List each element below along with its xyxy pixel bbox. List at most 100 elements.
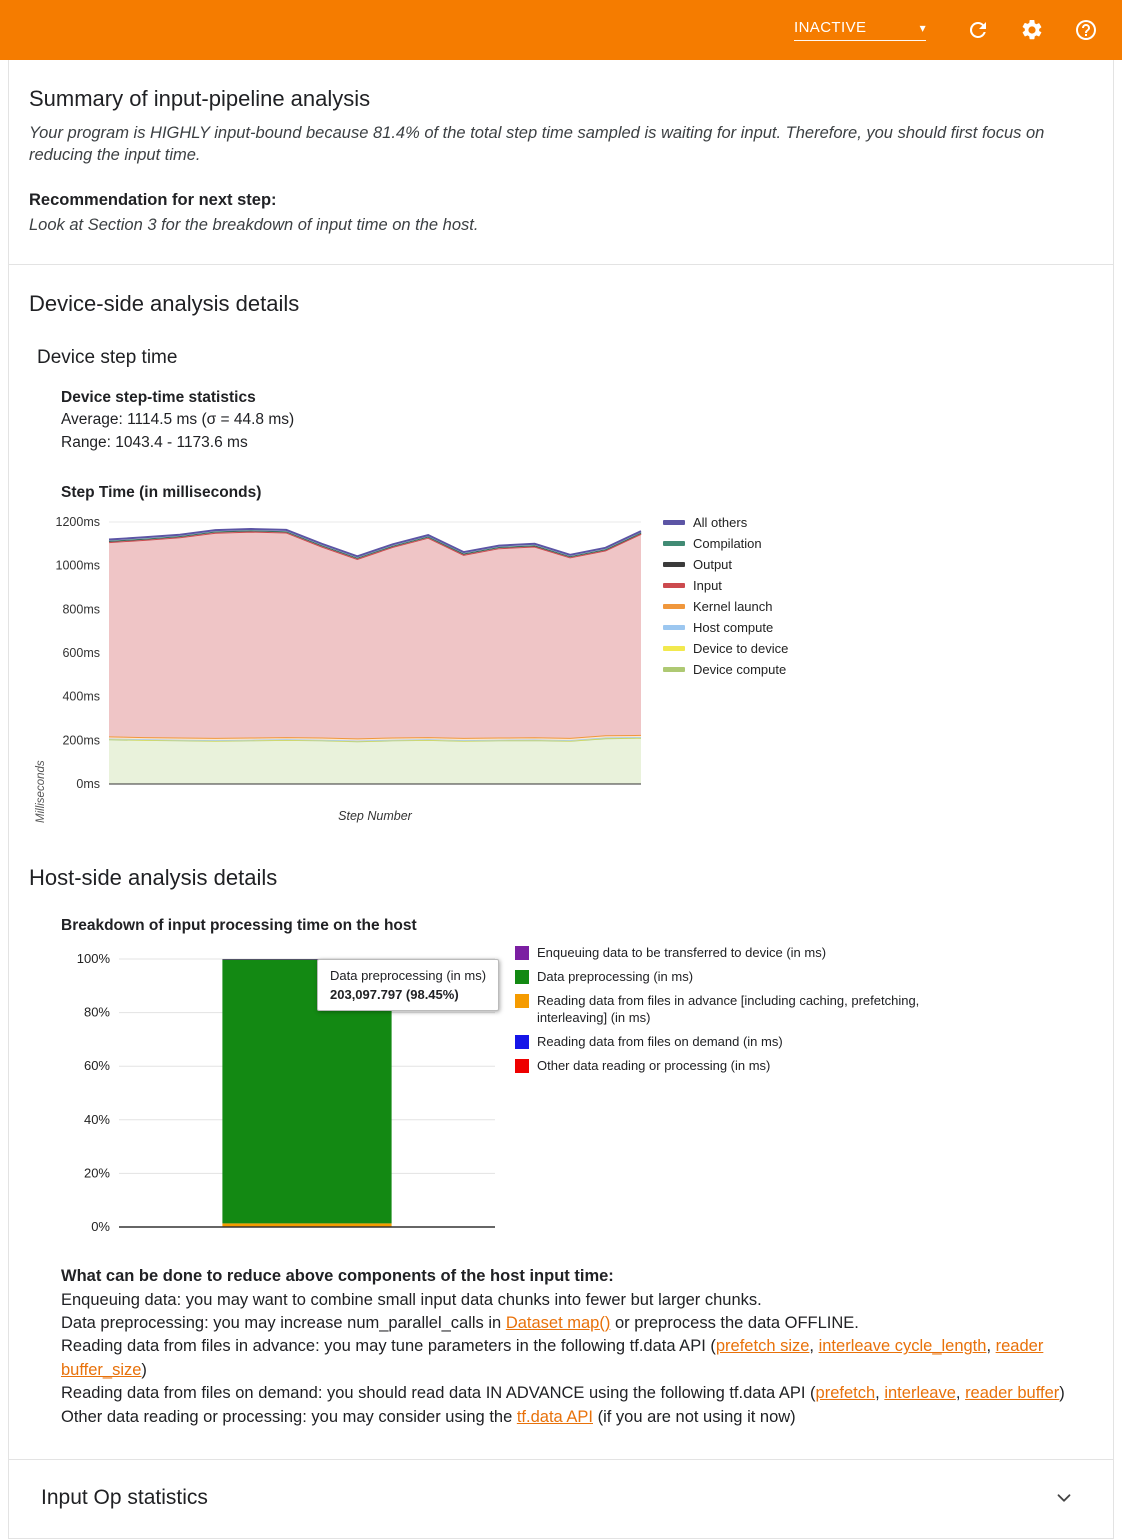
svg-text:60%: 60% xyxy=(84,1058,110,1073)
summary-title: Summary of input-pipeline analysis xyxy=(29,86,371,111)
legend-item: Enqueuing data to be transferred to devi… xyxy=(515,945,975,962)
refresh-button[interactable] xyxy=(964,16,992,44)
stats-average: Average: 1114.5 ms (σ = 44.8 ms) xyxy=(61,411,295,429)
advice-line: Data preprocessing: you may increase num… xyxy=(61,1314,859,1333)
step-time-chart-legend: All others Compilation Output Input Kernel l… xyxy=(663,510,788,823)
host-advice: What can be done to reduce above compone… xyxy=(61,1265,1093,1429)
svg-text:0%: 0% xyxy=(91,1219,110,1234)
advice-line: Other data reading or processing: you ma… xyxy=(61,1407,796,1426)
svg-text:0ms: 0ms xyxy=(76,777,100,791)
svg-text:1000ms: 1000ms xyxy=(56,559,100,573)
host-chart-area: 0% 20% 40% 60% 80% 100% Data preprocessing (i… xyxy=(69,945,1093,1245)
legend-label: Device compute xyxy=(693,662,787,678)
status-selector-value: INACTIVE xyxy=(794,19,867,36)
legend-item: Data preprocessing (in ms) xyxy=(515,969,975,986)
svg-text:100%: 100% xyxy=(77,951,111,966)
settings-button[interactable] xyxy=(1018,16,1046,44)
legend-swatch xyxy=(663,625,685,631)
chart-tooltip: Data preprocessing (in ms) 203,097.797 (… xyxy=(317,959,500,1012)
host-side-section: Host-side analysis details Breakdown of … xyxy=(9,823,1113,1459)
legend-swatch xyxy=(515,946,529,961)
legend-item: Kernel launch xyxy=(663,596,788,617)
legend-item: Compilation xyxy=(663,533,788,554)
legend-item: Other data reading or processing (in ms) xyxy=(515,1058,975,1075)
gear-icon xyxy=(1022,19,1042,40)
content-card: Summary of input-pipeline analysis Your … xyxy=(8,60,1114,1539)
stats-range: Range: 1043.4 - 1173.6 ms xyxy=(61,433,248,451)
device-step-stats: Device step-time statistics Average: 111… xyxy=(61,387,1093,454)
legend-swatch xyxy=(663,667,685,673)
legend-label: Host compute xyxy=(693,620,774,636)
help-button[interactable] xyxy=(1072,16,1100,44)
host-side-title: Host-side analysis details xyxy=(29,865,278,891)
svg-text:400ms: 400ms xyxy=(62,690,100,704)
advice-line: Reading data from files on demand: you s… xyxy=(61,1384,1065,1403)
chevron-down-icon xyxy=(1057,1494,1071,1502)
doc-link[interactable]: reader buffer_size xyxy=(61,1337,1044,1379)
svg-text:800ms: 800ms xyxy=(62,603,100,617)
svg-text:200ms: 200ms xyxy=(62,734,100,748)
legend-label: Reading data from files in advance [incl… xyxy=(537,992,920,1025)
legend-swatch xyxy=(515,993,529,1008)
legend-item: Input xyxy=(663,575,788,596)
legend-swatch xyxy=(663,541,685,547)
summary-conclusion: Your program is HIGHLY input-bound becau… xyxy=(29,124,1045,165)
refresh-icon xyxy=(969,21,986,38)
doc-link[interactable]: reader buffer xyxy=(965,1384,1060,1403)
advice-line: Enqueuing data: you may want to combine … xyxy=(61,1290,762,1309)
svg-text:40%: 40% xyxy=(84,1112,110,1127)
host-chart-title: Breakdown of input processing time on th… xyxy=(61,917,417,935)
advice-line: Reading data from files in advance: you … xyxy=(61,1337,1044,1379)
legend-label: Enqueuing data to be transferred to devi… xyxy=(537,945,827,961)
svg-text:1200ms: 1200ms xyxy=(56,515,100,529)
recommendation-text: Look at Section 3 for the breakdown of i… xyxy=(29,215,479,234)
legend-swatch xyxy=(663,604,685,610)
step-time-chart-area: Milliseconds 0ms 200ms 400ms 600ms 800ms 1000… xyxy=(35,510,1093,823)
svg-text:80%: 80% xyxy=(84,1005,110,1020)
legend-label: All others xyxy=(693,515,748,531)
legend-item: Output xyxy=(663,554,788,575)
advice-title: What can be done to reduce above compone… xyxy=(61,1267,614,1286)
dropdown-caret-icon: ▾ xyxy=(919,20,926,35)
summary-section: Summary of input-pipeline analysis Your … xyxy=(9,60,1113,264)
legend-item: Device to device xyxy=(663,638,788,659)
tooltip-value: 203,097.797 (98.45%) xyxy=(330,987,459,1003)
svg-text:600ms: 600ms xyxy=(62,646,100,660)
legend-swatch xyxy=(663,646,685,652)
advice-lines: Enqueuing data: you may want to combine … xyxy=(61,1289,1093,1430)
input-op-statistics-header[interactable]: Input Op statistics xyxy=(9,1460,1113,1538)
legend-swatch xyxy=(515,1034,529,1049)
step-time-chart-title: Step Time (in milliseconds) xyxy=(61,484,262,502)
legend-item: All others xyxy=(663,512,788,533)
device-side-section: Device-side analysis details Device step… xyxy=(9,265,1113,823)
divider xyxy=(9,263,1113,265)
doc-link[interactable]: interleave cycle_length xyxy=(818,1337,987,1356)
help-icon xyxy=(1076,20,1096,40)
host-chart-legend: Enqueuing data to be transferred to devi… xyxy=(515,945,975,1245)
doc-link[interactable]: Dataset map() xyxy=(505,1314,611,1333)
recommendation-label: Recommendation for next step: xyxy=(29,190,277,209)
doc-link[interactable]: tf.data API xyxy=(516,1407,593,1426)
doc-link[interactable]: prefetch size xyxy=(715,1337,810,1356)
legend-label: Data preprocessing (in ms) xyxy=(537,969,694,985)
x-axis-label: Step Number xyxy=(338,809,412,824)
doc-link[interactable]: interleave xyxy=(884,1384,956,1403)
toolbar: INACTIVE ▾ xyxy=(0,0,1122,60)
legend-item: Reading data from files in advance [incl… xyxy=(515,993,975,1027)
tooltip-label: Data preprocessing (in ms) xyxy=(330,968,487,984)
legend-label: Other data reading or processing (in ms) xyxy=(537,1057,771,1073)
legend-label: Output xyxy=(693,557,733,573)
legend-label: Compilation xyxy=(693,536,762,552)
legend-label: Kernel launch xyxy=(693,599,773,615)
device-step-time-chart: 0ms 200ms 400ms 600ms 800ms 1000ms 1200ms xyxy=(56,515,642,791)
device-side-title: Device-side analysis details xyxy=(29,290,300,316)
status-selector[interactable]: INACTIVE ▾ xyxy=(794,19,926,41)
input-op-statistics-title: Input Op statistics xyxy=(41,1486,208,1510)
legend-swatch xyxy=(663,583,685,589)
device-step-time-title: Device step time xyxy=(37,346,178,368)
legend-swatch xyxy=(515,1058,529,1073)
doc-link[interactable]: prefetch xyxy=(815,1384,876,1403)
legend-item: Host compute xyxy=(663,617,788,638)
legend-item: Reading data from files on demand (in ms… xyxy=(515,1034,975,1051)
legend-label: Device to device xyxy=(693,641,789,657)
